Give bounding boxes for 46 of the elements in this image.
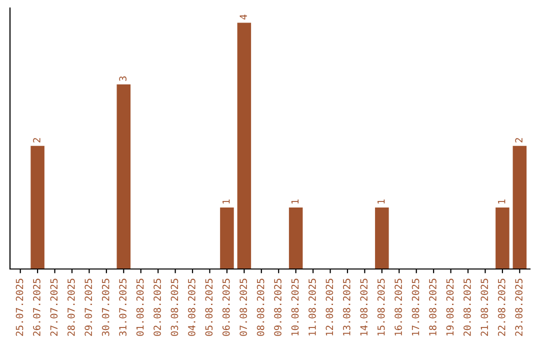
x-tick-label: 10.08.2025: [291, 278, 299, 336]
bar: [220, 207, 234, 269]
x-tick-label: 13.08.2025: [342, 278, 350, 336]
bar: [375, 207, 389, 269]
data-label: 1: [291, 199, 299, 204]
x-tick-label: 17.08.2025: [412, 278, 420, 336]
x-tick-label: 18.08.2025: [429, 278, 436, 336]
x-tick-label: 05.08.2025: [205, 278, 213, 336]
bar: [237, 22, 252, 269]
x-tick-label: 07.08.2025: [240, 278, 248, 336]
x-tick-label: 21.08.2025: [480, 278, 488, 336]
x-tick-label: 03.08.2025: [170, 278, 178, 336]
x-tick-label: 26.07.2025: [33, 278, 40, 336]
data-label: 1: [222, 199, 230, 204]
bar: [288, 207, 303, 269]
x-tick-label: 09.08.2025: [274, 278, 282, 336]
x-tick-label: 02.08.2025: [154, 278, 161, 336]
x-tick-label: 14.08.2025: [360, 278, 368, 336]
x-tick-label: 27.07.2025: [50, 278, 58, 336]
bar: [512, 146, 527, 269]
data-label: 1: [378, 199, 385, 204]
x-tick-label: 19.08.2025: [446, 278, 454, 336]
x-tick-label: 28.07.2025: [67, 278, 75, 336]
x-tick-label: 06.08.2025: [222, 278, 230, 336]
x-tick-label: 25.07.2025: [16, 278, 24, 336]
data-label: 1: [498, 199, 506, 204]
x-tick-label: 15.08.2025: [377, 278, 385, 336]
data-label: 4: [240, 14, 247, 20]
x-tick-label: 30.07.2025: [102, 278, 110, 336]
bar: [116, 84, 131, 269]
bar: [30, 146, 44, 269]
data-label: 2: [33, 138, 40, 142]
x-tick-label: 04.08.2025: [188, 278, 196, 336]
x-tick-label: 23.08.2025: [515, 278, 523, 336]
x-tick-label: 01.08.2025: [136, 278, 144, 336]
x-tick-label: 22.08.2025: [498, 278, 506, 336]
bar: [496, 207, 510, 269]
x-tick-label: 12.08.2025: [326, 278, 334, 336]
x-tick-label: 16.08.2025: [394, 278, 402, 336]
x-tick-label: 08.08.2025: [256, 278, 264, 336]
x-tick-label: 31.07.2025: [119, 278, 126, 336]
x-tick-label: 11.08.2025: [308, 278, 316, 336]
data-label: 3: [119, 76, 126, 81]
x-tick-label: 20.08.2025: [464, 278, 471, 336]
x-tick-label: 29.07.2025: [84, 278, 92, 336]
data-label: 2: [515, 138, 522, 142]
